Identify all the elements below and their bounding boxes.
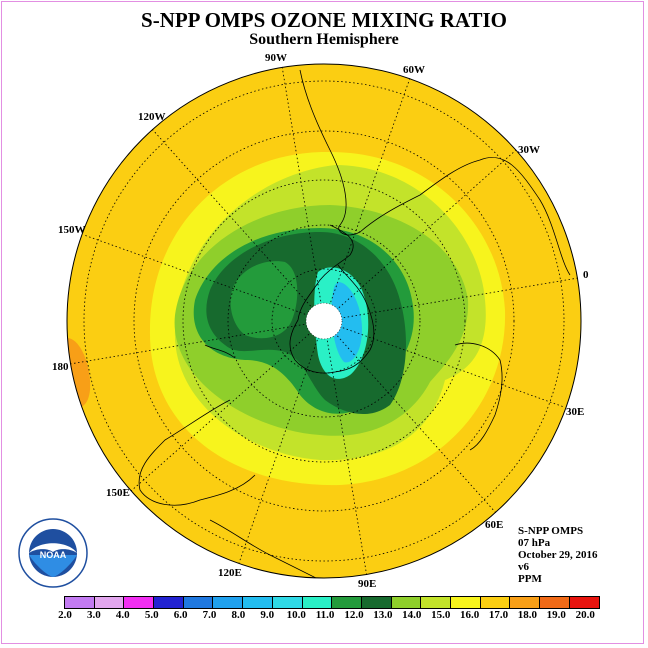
lon-label-60e: 60E: [485, 519, 503, 531]
lon-label-180: 180: [52, 361, 69, 373]
colorbar-tick-label: 20.0: [575, 609, 595, 621]
colorbar-cell: [94, 597, 125, 608]
colorbar-tick-label: 19.0: [546, 609, 566, 621]
colorbar-tick-label: 13.0: [373, 609, 393, 621]
colorbar-tick-label: 6.0: [173, 609, 188, 621]
colorbar-cell: [183, 597, 214, 608]
colorbar: [64, 596, 601, 609]
info-version: v6: [518, 561, 529, 573]
colorbar-cell: [391, 597, 422, 608]
lon-label-0: 0: [583, 269, 589, 281]
colorbar-ticks: 2.0 3.0 4.0 5.0 6.0 7.0 8.0 9.0 10.0 11.0 12.0 13.0…: [50, 609, 610, 623]
colorbar-cell: [124, 597, 155, 608]
colorbar-tick-label: 14.0: [402, 609, 422, 621]
pole-mask: [305, 302, 343, 340]
colorbar-tick-label: 12.0: [344, 609, 364, 621]
colorbar-cell: [421, 597, 451, 608]
colorbar-cell: [272, 597, 303, 608]
colorbar-cell: [510, 597, 540, 608]
colorbar-tick-label: 4.0: [115, 609, 130, 621]
colorbar-cell: [243, 597, 273, 608]
noaa-logo: NOAA: [18, 518, 88, 588]
colorbar-cell: [569, 597, 600, 608]
colorbar-tick-label: 3.0: [87, 609, 101, 621]
colorbar-tick-label: 16.0: [459, 609, 480, 621]
info-units: PPM: [518, 573, 542, 585]
colorbar-cell: [480, 597, 511, 608]
info-instrument: S-NPP OMPS: [518, 525, 584, 537]
colorbar-tick-label: 11.0: [315, 609, 335, 621]
colorbar-cell: [302, 597, 333, 608]
lon-label-120e: 120E: [218, 567, 242, 579]
lon-label-120w: 120W: [138, 111, 166, 123]
map-title: S-NPP OMPS OZONE MIXING RATIO: [141, 8, 507, 32]
colorbar-cell: [540, 597, 570, 608]
colorbar-tick-label: 10.0: [286, 609, 306, 621]
colorbar-tick-label: 8.0: [231, 609, 246, 621]
lon-label-150w: 150W: [58, 224, 86, 236]
colorbar-tick-label: 15.0: [431, 609, 451, 621]
info-level: 07 hPa: [518, 537, 551, 549]
graticule: [69, 65, 579, 578]
colorbar-tick-label: 18.0: [517, 609, 538, 621]
colorbar-cell: [65, 597, 95, 608]
colorbar-tick-label: 9.0: [260, 609, 275, 621]
lon-label-90e: 90E: [358, 578, 376, 590]
lon-label-30e: 30E: [566, 406, 584, 418]
lon-label-150e: 150E: [106, 487, 130, 499]
map-subtitle: Southern Hemisphere: [249, 31, 399, 48]
logo-text: NOAA: [40, 550, 67, 560]
map-boundary: [66, 63, 582, 579]
coastlines: [138, 69, 571, 578]
lon-label-90w: 90W: [265, 52, 287, 64]
info-block: S-NPP OMPS 07 hPa October 29, 2016 v6 PP…: [518, 525, 598, 585]
colorbar-cell: [450, 597, 481, 608]
colorbar-tick-label: 5.0: [144, 609, 159, 621]
lon-label-60w: 60W: [403, 64, 425, 76]
lon-label-30w: 30W: [518, 144, 540, 156]
colorbar-cell: [361, 597, 392, 608]
colorbar-cell: [213, 597, 244, 608]
info-date: October 29, 2016: [518, 549, 598, 561]
colorbar-cell: [332, 597, 362, 608]
colorbar-tick-label: 7.0: [202, 609, 217, 621]
colorbar-cell: [154, 597, 184, 608]
colorbar-tick-label: 2.0: [58, 609, 72, 621]
colorbar-tick-label: 17.0: [488, 609, 509, 621]
